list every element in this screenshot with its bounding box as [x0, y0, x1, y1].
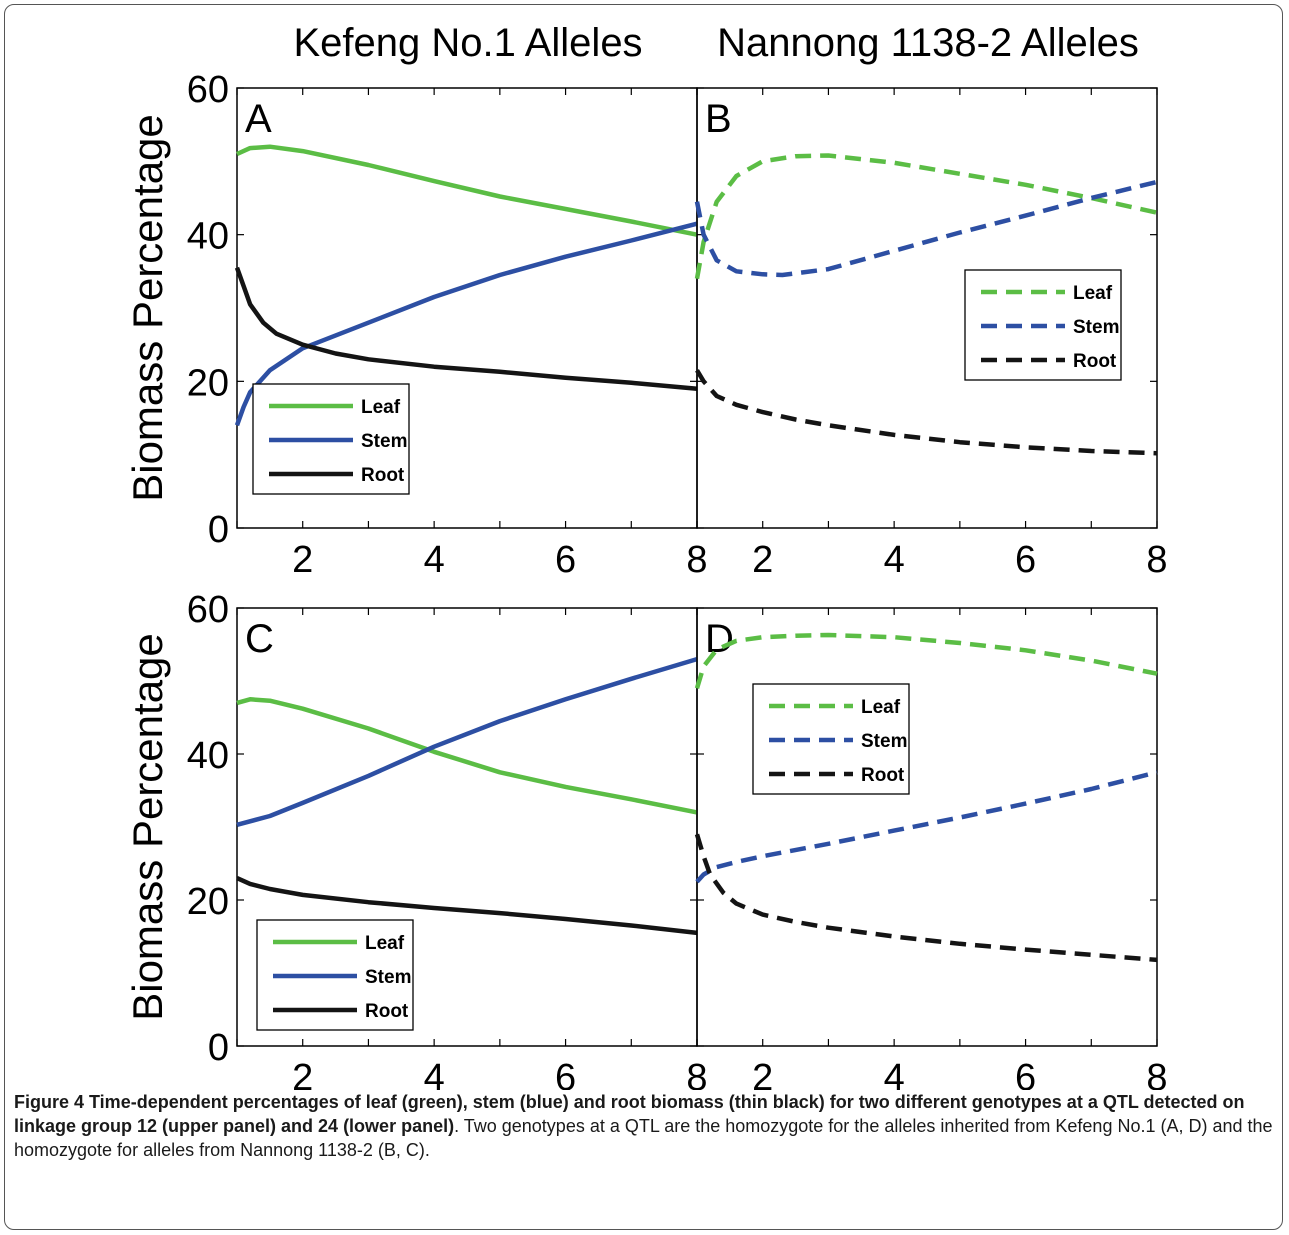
panel-frame: [696, 87, 1158, 529]
x-tick-label: 4: [884, 1057, 905, 1090]
legend-label-stem: Stem: [1073, 317, 1119, 338]
x-tick-label: 2: [752, 539, 773, 581]
y-tick-label: 40: [187, 735, 229, 777]
legend: Leaf Stem Root: [752, 683, 910, 795]
series-line-stem: [236, 656, 698, 827]
panel-a: 0 20 40 60 2 4 6 8 Biomass Percentage A Leaf Stem Ro…: [124, 69, 708, 581]
y-tick-label: 0: [208, 1027, 229, 1069]
x-tick-label: 2: [292, 539, 313, 581]
legend-label-leaf: Leaf: [1073, 283, 1113, 304]
x-tick-label: 4: [884, 539, 905, 581]
x-tick-label: 2: [292, 1057, 313, 1090]
series-line-leaf: [694, 153, 1158, 280]
panel-letter: C: [245, 617, 274, 661]
y-tick-label: 60: [187, 69, 229, 111]
x-tick-label: 8: [1146, 539, 1167, 581]
panel-d: 2468TimeDLeafStemRoot: [694, 607, 1168, 1090]
legend-label-root: Root: [365, 1001, 409, 1022]
x-tick-label: 8: [686, 539, 707, 581]
series-line-root: [694, 833, 1158, 963]
x-tick-label: 8: [686, 1057, 707, 1090]
panel-letter: B: [705, 97, 732, 141]
series-line-root: [695, 369, 1158, 456]
figure-caption: Figure 4 Time-dependent percentages of l…: [14, 1090, 1279, 1162]
x-tick-label: 6: [1015, 539, 1036, 581]
legend: Leaf Stem Root: [964, 269, 1122, 381]
legend-label-leaf: Leaf: [361, 397, 401, 418]
caption-body: . Two genotypes at a QTL are the homozyg…: [14, 1116, 1273, 1160]
column-title-right: Nannong 1138-2 Alleles: [717, 21, 1139, 65]
legend: Leaf Stem Root: [256, 919, 414, 1031]
y-axis-label: Biomass Percentage: [124, 633, 171, 1021]
x-tick-label: 4: [424, 1057, 445, 1090]
panel-letter: D: [705, 617, 734, 661]
panel-b: 2 4 6 8 B Leaf Stem Root: [694, 87, 1168, 581]
series-line-stem: [695, 770, 1158, 884]
series-line-leaf: [236, 144, 698, 237]
y-tick-label: 60: [187, 589, 229, 631]
series-line-stem: [234, 221, 698, 427]
series-line-root: [236, 876, 698, 936]
y-tick-label: 20: [187, 881, 229, 923]
figure-frame: [4, 4, 1283, 1230]
column-title-left: Kefeng No.1 Alleles: [293, 21, 642, 65]
series-line-leaf: [236, 697, 698, 815]
x-tick-label: 6: [1015, 1057, 1036, 1090]
y-tick-label: 40: [187, 216, 229, 258]
y-tick-label: 20: [187, 362, 229, 404]
figure-plot-area: Kefeng No.1 Alleles Nannong 1138-2 Allel…: [124, 21, 1168, 1090]
legend-label-root: Root: [1073, 351, 1117, 372]
x-tick-label: 4: [424, 539, 445, 581]
legend-label-stem: Stem: [361, 431, 407, 452]
caption-title: Figure 4 Time-dependent percentages of l…: [14, 1092, 1245, 1136]
series-line-stem: [694, 179, 1158, 278]
legend: Leaf Stem Root: [252, 383, 410, 495]
y-tick-label: 0: [208, 509, 229, 551]
x-tick-label: 6: [555, 1057, 576, 1090]
legend-label-leaf: Leaf: [365, 933, 405, 954]
x-tick-label: 2: [752, 1057, 773, 1090]
series-line-root: [234, 266, 698, 391]
legend-label-stem: Stem: [861, 731, 907, 752]
x-tick-label: 6: [555, 539, 576, 581]
legend-label-root: Root: [861, 765, 905, 786]
series-line-leaf: [694, 632, 1158, 689]
panel-letter: A: [245, 97, 272, 141]
x-tick-label: 8: [1146, 1057, 1167, 1090]
legend-label-leaf: Leaf: [861, 697, 901, 718]
y-axis-label: Biomass Percentage: [124, 114, 171, 502]
legend-label-stem: Stem: [365, 967, 411, 988]
legend-label-root: Root: [361, 465, 405, 486]
panel-frame: [696, 607, 1158, 1047]
